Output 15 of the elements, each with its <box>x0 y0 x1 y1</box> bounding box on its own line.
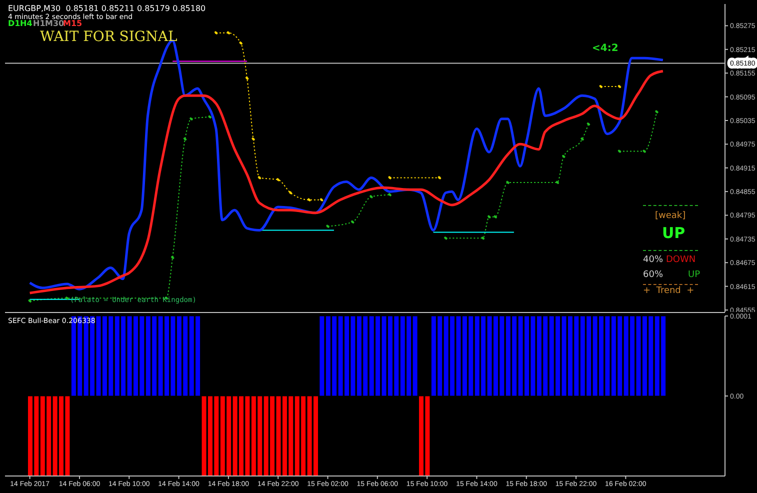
annotation: 60% <box>643 270 664 280</box>
annotation: 40% <box>643 255 664 265</box>
annotation: M30 <box>45 19 64 28</box>
annotation: + Trend + <box>643 286 694 296</box>
annotation: D1 <box>8 19 20 28</box>
annotation: DOWN <box>666 255 696 265</box>
annotation: WAIT FOR SIGNAL <box>40 29 178 45</box>
annotation: M15 <box>63 19 82 28</box>
annotation: [weak] <box>655 211 686 221</box>
chart-title: EURGBP,M30 0.85181 0.85211 0.85179 0.85180 <box>8 4 206 13</box>
annotation: UP <box>688 270 700 280</box>
annotation: UP <box>662 224 686 242</box>
annotation: H4 <box>20 19 32 28</box>
annotation: <4:2 <box>592 43 618 54</box>
annotation: H1 <box>33 19 46 28</box>
